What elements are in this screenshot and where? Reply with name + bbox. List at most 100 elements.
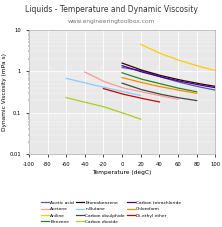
Legend: Acetic acid, Acetone, Aniline, Benzene, Bromobenzene, n-Butane, Carbon disulphid: Acetic acid, Acetone, Aniline, Benzene, … (40, 200, 182, 225)
Benzene (188, 89, 191, 92)
Line: Chloroform: Chloroform (122, 78, 197, 93)
Carbon tetrachloride (199, 84, 202, 86)
Benzene (165, 84, 168, 87)
Bromobenzene (176, 78, 179, 81)
Benzene (121, 72, 123, 74)
Carbon dioxide (65, 96, 67, 99)
Line: n-Butane: n-Butane (66, 78, 141, 96)
n-Butane (133, 93, 135, 95)
Chloroform (184, 90, 186, 93)
Carbon dioxide (128, 114, 130, 116)
Bromobenzene (214, 85, 217, 88)
Chloroform (166, 87, 169, 89)
Line: Aniline: Aniline (141, 44, 215, 71)
Carbon disulphide (121, 82, 124, 85)
Acetic acid (121, 66, 123, 69)
Acetic acid (178, 81, 180, 84)
Acetone (168, 96, 171, 99)
Acetone (139, 90, 142, 93)
Aniline (185, 61, 188, 64)
Line: Carbon tetrachloride: Carbon tetrachloride (122, 66, 215, 88)
Carbon disulphide (166, 94, 169, 97)
Carbon tetrachloride (176, 79, 179, 82)
Aniline (184, 61, 186, 64)
Di-ethyl ether (153, 99, 155, 102)
Bromobenzene (178, 78, 180, 81)
Carbon tetrachloride (205, 85, 208, 88)
Aniline (139, 43, 142, 46)
Line: Carbon dioxide: Carbon dioxide (66, 98, 141, 119)
Carbon tetrachloride (121, 64, 124, 67)
Acetic acid (176, 80, 179, 83)
Carbon dioxide (65, 96, 68, 99)
Acetic acid (121, 66, 124, 69)
Aniline (214, 69, 217, 72)
Carbon disulphide (121, 82, 123, 84)
Carbon disulphide (188, 98, 191, 101)
Acetic acid (199, 86, 202, 89)
Acetic acid (205, 87, 208, 90)
Bromobenzene (199, 83, 202, 85)
Line: Benzene: Benzene (122, 73, 197, 92)
Carbon disulphide (165, 94, 168, 97)
n-Butane (139, 94, 142, 97)
Acetone (139, 90, 141, 93)
Acetic acid (176, 80, 179, 83)
Bromobenzene (205, 84, 208, 86)
Di-ethyl ether (158, 101, 161, 103)
Aniline (140, 43, 142, 46)
Chloroform (188, 91, 191, 94)
n-Butane (65, 77, 68, 80)
Carbon tetrachloride (214, 86, 217, 89)
Di-ethyl ether (102, 87, 105, 90)
Line: Bromobenzene: Bromobenzene (122, 63, 215, 86)
Acetone (83, 71, 86, 73)
X-axis label: Temperature (degC): Temperature (degC) (92, 170, 152, 175)
Di-ethyl ether (135, 96, 138, 99)
Bromobenzene (121, 62, 123, 64)
Di-ethyl ether (135, 96, 138, 99)
Benzene (166, 84, 169, 87)
Carbon dioxide (139, 118, 142, 121)
Benzene (184, 88, 186, 91)
Line: Carbon disulphide: Carbon disulphide (122, 83, 197, 101)
Text: Liquids - Temperature and Dynamic Viscosity: Liquids - Temperature and Dynamic Viscos… (25, 5, 197, 14)
Bromobenzene (121, 62, 124, 64)
Di-ethyl ether (149, 99, 152, 101)
Acetone (177, 98, 179, 101)
Carbon disulphide (195, 99, 198, 102)
Benzene (165, 84, 168, 86)
Carbon tetrachloride (176, 79, 179, 82)
n-Butane (109, 87, 112, 90)
Carbon disulphide (165, 94, 168, 97)
n-Butane (109, 87, 112, 90)
Carbon tetrachloride (178, 80, 180, 82)
Di-ethyl ether (102, 87, 105, 90)
Di-ethyl ether (136, 96, 139, 99)
Chloroform (165, 86, 168, 89)
Acetone (162, 95, 165, 98)
Aniline (207, 67, 210, 70)
Acetic acid (214, 89, 217, 91)
Carbon disulphide (184, 97, 186, 100)
Carbon dioxide (133, 115, 135, 118)
Y-axis label: Dynamic Viscosity (mPa s): Dynamic Viscosity (mPa s) (2, 53, 7, 131)
n-Butane (65, 77, 67, 80)
Acetone (141, 91, 143, 93)
Aniline (184, 61, 186, 64)
Chloroform (121, 76, 124, 79)
Chloroform (121, 76, 123, 79)
Carbon dioxide (109, 108, 112, 110)
Bromobenzene (176, 78, 179, 81)
Line: Acetone: Acetone (85, 72, 178, 99)
Benzene (121, 72, 124, 74)
Carbon dioxide (109, 108, 112, 110)
n-Butane (128, 91, 130, 94)
Chloroform (165, 86, 168, 89)
Chloroform (195, 92, 198, 95)
Benzene (195, 91, 198, 93)
n-Butane (111, 88, 113, 91)
Aniline (202, 66, 205, 69)
Carbon dioxide (111, 108, 113, 111)
Text: www.engineeringtoolbox.com: www.engineeringtoolbox.com (67, 19, 155, 24)
